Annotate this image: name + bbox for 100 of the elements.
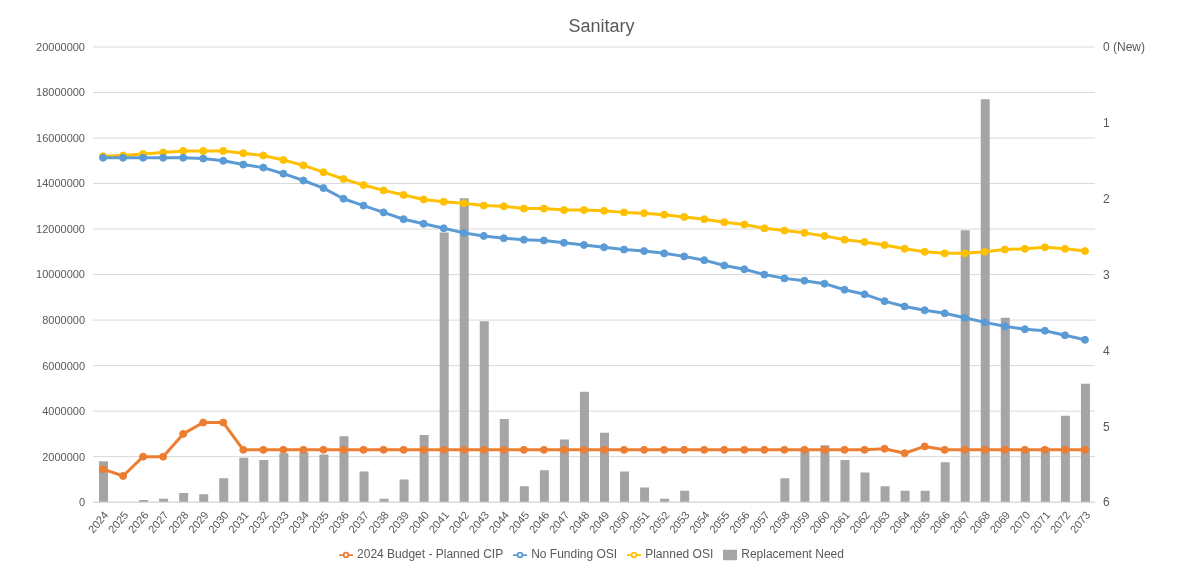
point (139, 452, 148, 461)
point (359, 445, 368, 454)
bar (359, 471, 369, 503)
point (379, 186, 388, 195)
point (259, 163, 268, 172)
point (660, 249, 669, 258)
point (960, 313, 969, 322)
point (539, 445, 548, 454)
point (1040, 326, 1049, 335)
point (800, 228, 809, 237)
point (1000, 445, 1009, 454)
point (1020, 445, 1029, 454)
point (600, 243, 609, 252)
point (860, 237, 869, 246)
point (199, 418, 208, 427)
point (880, 297, 889, 306)
bar (860, 472, 870, 503)
point (1060, 244, 1069, 253)
point (780, 274, 789, 283)
point (459, 445, 468, 454)
y-tick-label: 0 (78, 496, 85, 509)
point (359, 201, 368, 210)
bar (640, 487, 650, 503)
point (479, 445, 488, 454)
point (820, 445, 829, 454)
point (700, 445, 709, 454)
point (559, 238, 568, 247)
bar (199, 494, 209, 503)
bar (139, 499, 149, 503)
point (399, 190, 408, 199)
point (299, 161, 308, 170)
point (840, 285, 849, 294)
y2-tick-label: 0 (New) (1103, 40, 1146, 55)
legend-label: No Funding OSI (531, 547, 618, 562)
point (379, 445, 388, 454)
point (700, 256, 709, 265)
point (439, 445, 448, 454)
point (419, 445, 428, 454)
point (359, 181, 368, 190)
bar (559, 439, 569, 503)
point (99, 465, 108, 474)
point (620, 445, 629, 454)
point (539, 236, 548, 245)
point (219, 418, 228, 427)
point (860, 445, 869, 454)
point (1040, 243, 1049, 252)
point (920, 247, 929, 256)
y-tick-label: 12000000 (36, 222, 85, 235)
point (800, 445, 809, 454)
point (780, 445, 789, 454)
point (259, 151, 268, 160)
point (439, 224, 448, 233)
point (459, 228, 468, 237)
point (940, 249, 949, 258)
point (379, 208, 388, 217)
point (1040, 445, 1049, 454)
y-tick-label: 6000000 (42, 359, 85, 372)
bar (1020, 449, 1030, 503)
bar (299, 452, 309, 503)
point (600, 206, 609, 215)
bar (499, 419, 509, 503)
point (900, 244, 909, 253)
point (139, 153, 148, 162)
point (439, 197, 448, 206)
point (179, 146, 188, 155)
point (339, 175, 348, 183)
point (579, 445, 588, 454)
point (499, 234, 508, 243)
point (880, 444, 889, 453)
point (219, 146, 228, 155)
bar (419, 435, 429, 503)
point (720, 261, 729, 270)
point (499, 445, 508, 454)
point (840, 445, 849, 454)
y-tick-label: 18000000 (36, 86, 85, 99)
point (219, 156, 228, 165)
point (640, 209, 649, 218)
point (339, 445, 348, 454)
point (960, 445, 969, 454)
bar (439, 232, 449, 503)
point (559, 206, 568, 215)
point (479, 201, 488, 210)
point (640, 445, 649, 454)
bar (339, 436, 349, 503)
point (620, 245, 629, 254)
chart-title: Sanitary (567, 15, 636, 37)
point (519, 445, 528, 454)
point (740, 265, 749, 274)
point (459, 199, 468, 208)
point (760, 224, 769, 233)
point (960, 249, 969, 258)
bar (479, 321, 489, 503)
bar (1060, 415, 1070, 503)
bar (680, 490, 690, 503)
point (319, 184, 328, 193)
point (640, 247, 649, 256)
point (1060, 445, 1069, 454)
bar (840, 460, 850, 503)
point (279, 156, 288, 165)
bar (620, 471, 630, 503)
